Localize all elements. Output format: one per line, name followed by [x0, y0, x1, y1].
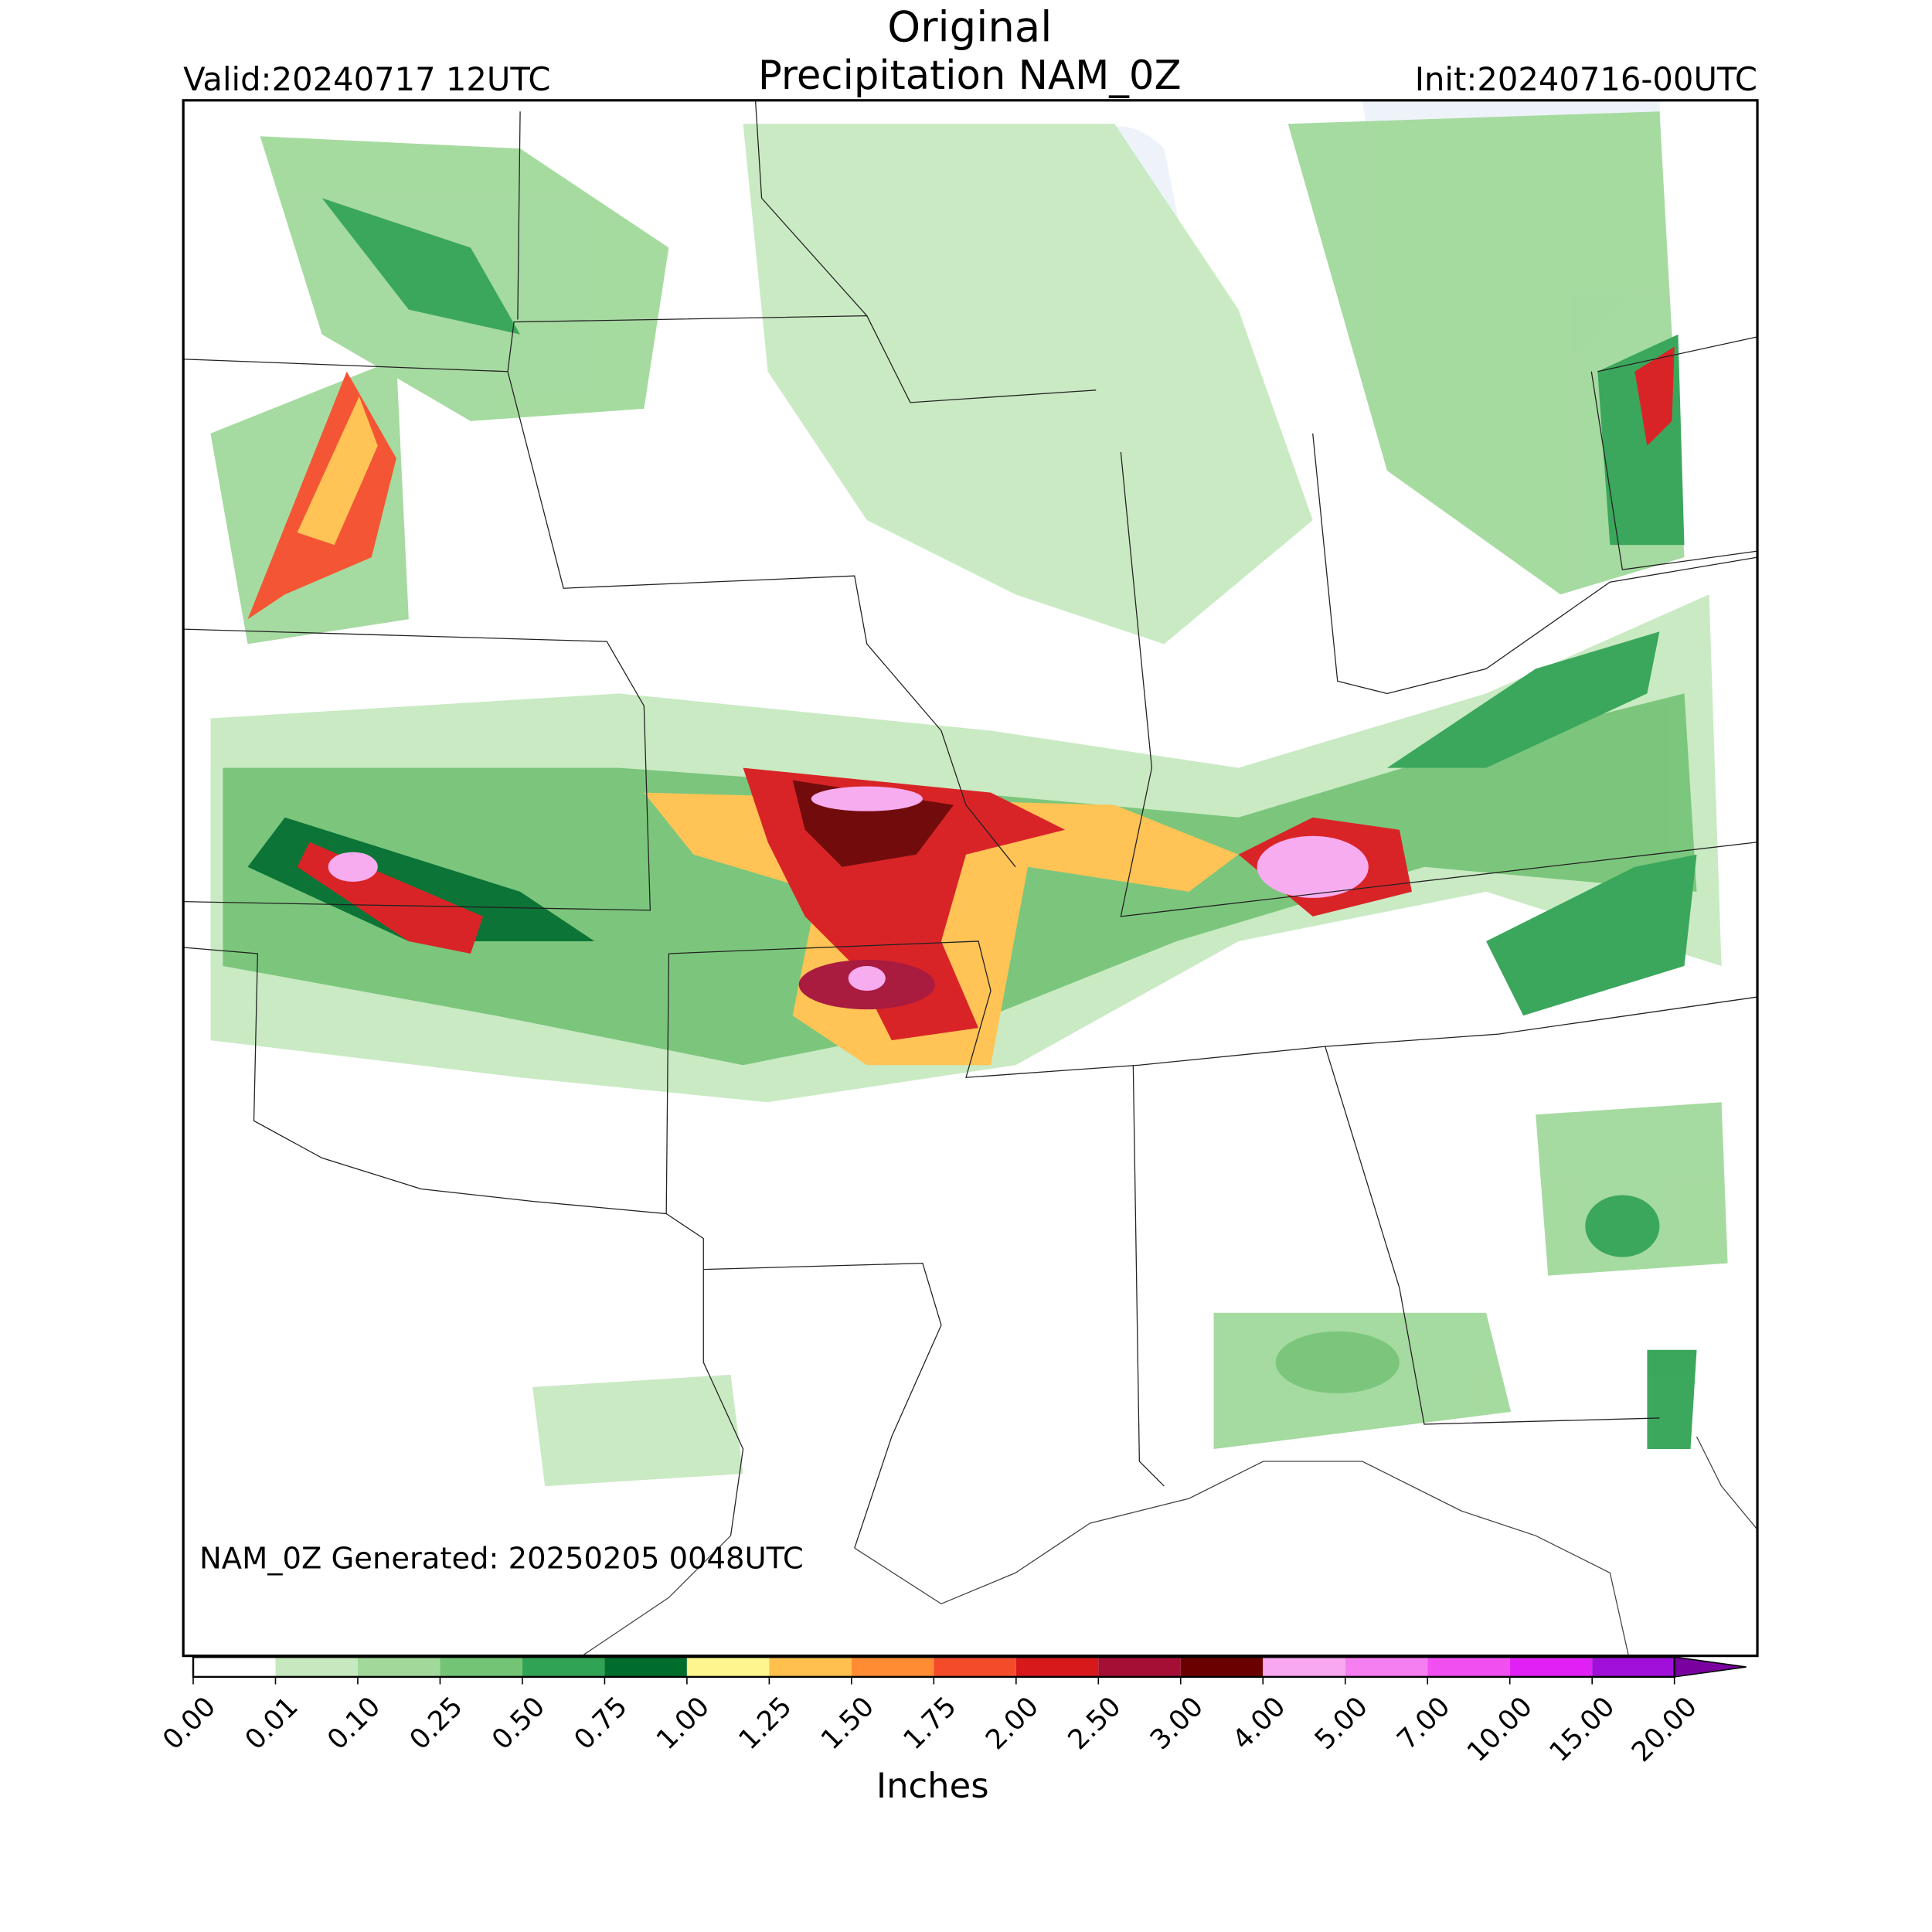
colorbar-segment [1015, 1657, 1099, 1677]
colorbar-segment [1098, 1657, 1181, 1677]
state-borders [183, 100, 1758, 1549]
colorbar-tick-label: 20.00 [1626, 1691, 1703, 1768]
colorbar-tick-label: 10.00 [1461, 1691, 1539, 1768]
colorbar-tick-label: 1.00 [651, 1691, 716, 1756]
colorbar-tick-label: 0.01 [239, 1691, 304, 1756]
colorbar-segment [357, 1657, 440, 1677]
colorbar-tick-label: 0.75 [568, 1691, 633, 1756]
colorbar-segment [1180, 1657, 1264, 1677]
colorbar-tick-label: 1.50 [815, 1691, 880, 1756]
colorbar-tick-label: 2.50 [1062, 1691, 1127, 1756]
colorbar-segment [686, 1657, 770, 1677]
colorbar-segment [275, 1657, 358, 1677]
colorbar-tick-label: 1.25 [733, 1691, 798, 1756]
colorbar-tick-label: 0.10 [321, 1691, 386, 1756]
colorbar-segment [769, 1657, 852, 1677]
colorbar-tick-label: 15.00 [1543, 1691, 1621, 1768]
colorbar-segment [440, 1657, 522, 1677]
map-frame [182, 99, 1759, 1658]
colorbar-tick-label: 7.00 [1391, 1691, 1456, 1756]
colorbar-segment [1509, 1657, 1593, 1677]
colorbar-tick-label: 5.00 [1309, 1691, 1374, 1756]
subtitle: Precipitation NAM_0Z [758, 53, 1182, 99]
colorbar-segment [604, 1657, 687, 1677]
colorbar-segment [1592, 1657, 1675, 1677]
colorbar-segment [522, 1657, 605, 1677]
colorbar-label: Inches [876, 1765, 989, 1806]
valid-time: Valid:20240717 12UTC [183, 60, 550, 98]
generated-note: NAM_0Z Generated: 20250205 0048UTC [199, 1542, 804, 1577]
precip-field [210, 111, 1728, 1487]
colorbar: 0.00 0.01 0.10 0.25 0.50 0.75 1.00 1.25 1.50 1.75… [157, 1656, 1747, 1768]
colorbar-segment [193, 1657, 276, 1677]
colorbar-segment [1263, 1657, 1345, 1677]
map-area: NAM_0Z Generated: 20250205 0048UTC [182, 99, 1759, 1658]
init-time: Init:20240716-00UTC [1415, 60, 1757, 98]
colorbar-extend [1673, 1656, 1747, 1678]
colorbar-tick-label: 1.75 [897, 1691, 962, 1756]
colorbar-tick-label: 0.25 [403, 1691, 468, 1756]
colorbar-segment [851, 1657, 934, 1677]
colorbar-tick-label: 2.00 [980, 1691, 1045, 1756]
colorbar-tick-label: 0.00 [157, 1691, 222, 1756]
title: Original [887, 2, 1052, 52]
colorbar-tick-label: 3.00 [1145, 1691, 1209, 1756]
colorbar-tick-label: 0.50 [486, 1691, 551, 1756]
colorbar-segment [934, 1657, 1016, 1677]
colorbar-tick-label: 4.00 [1226, 1691, 1291, 1756]
colorbar-segment [1427, 1657, 1510, 1677]
colorbar-segment [1345, 1657, 1428, 1677]
